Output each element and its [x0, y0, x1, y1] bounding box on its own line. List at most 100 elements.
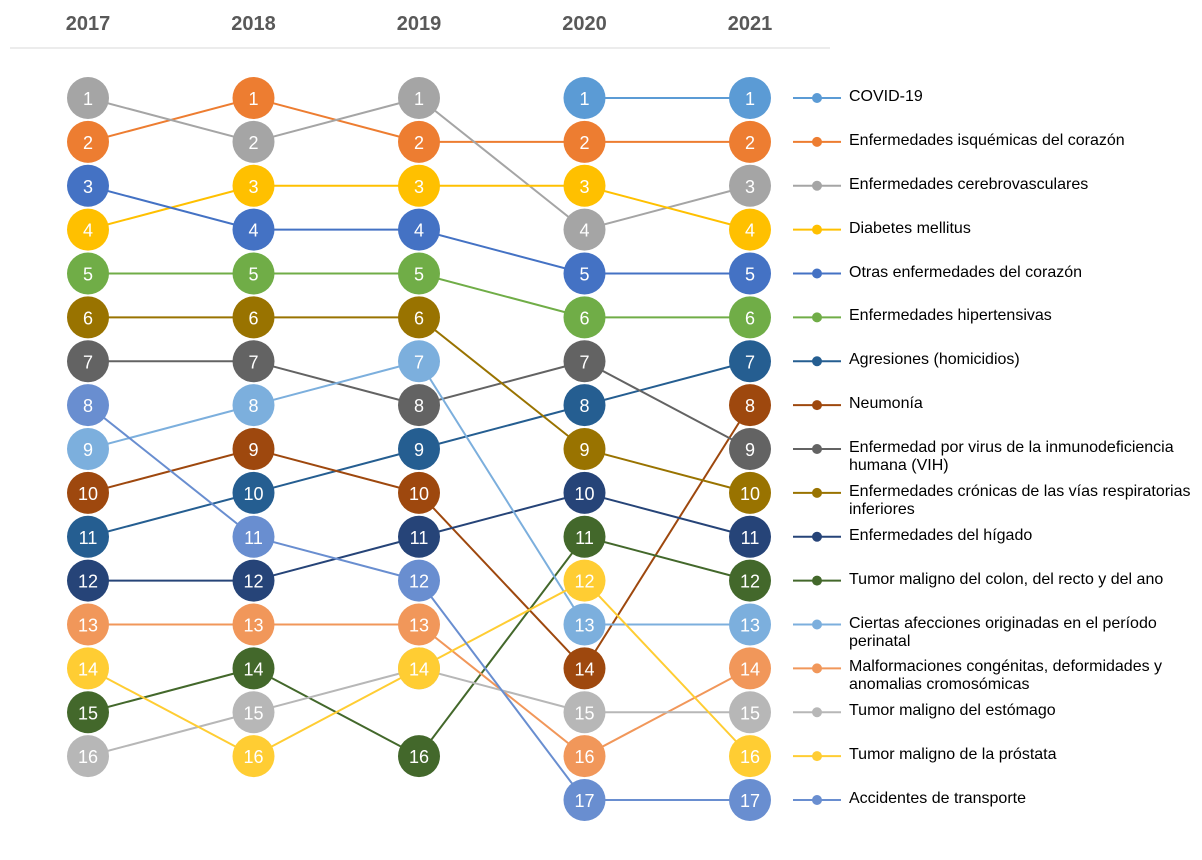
- rank-label: 8: [248, 396, 258, 416]
- rank-marker: [563, 77, 606, 119]
- legend-label: Malformaciones congénitas, deformidades …: [849, 658, 1163, 694]
- rank-label: 6: [248, 308, 258, 328]
- rank-marker: [398, 428, 440, 470]
- rank-marker: [67, 120, 109, 163]
- rank-marker: [563, 735, 606, 778]
- rank-label: 14: [740, 659, 760, 679]
- legend-label: Tumor maligno del colon, del recto y del…: [849, 570, 1164, 588]
- rank-marker: [67, 603, 109, 646]
- rank-marker: [398, 77, 440, 119]
- rank-marker: [398, 208, 440, 251]
- legend-dot: [812, 619, 822, 630]
- rank-label: 3: [745, 177, 755, 197]
- rank-label: 9: [579, 440, 589, 460]
- legend-item: Enfermedades crónicas de las vías respir…: [849, 482, 1191, 518]
- rank-marker: [563, 428, 606, 470]
- rank-marker: [232, 647, 275, 690]
- rank-marker: [232, 471, 275, 514]
- rank-label: 1: [745, 89, 755, 109]
- rank-marker: [398, 164, 440, 207]
- legend-dot: [812, 312, 822, 323]
- legend-label: Tumor maligno del estómago: [849, 702, 1056, 720]
- rank-marker: [232, 208, 275, 251]
- rank-marker: [729, 164, 771, 207]
- rank-label: 12: [740, 572, 760, 592]
- rank-label: 7: [248, 352, 258, 372]
- legend-dot: [812, 707, 822, 718]
- legend-dot: [812, 487, 822, 498]
- legend-item: Neumonía: [849, 395, 923, 412]
- legend-label: Enfermedades del hígado: [849, 526, 1033, 544]
- legend-label: Enfermedades crónicas de las vías respir…: [849, 482, 1191, 518]
- rank-label: 10: [78, 484, 98, 504]
- rank-marker: [563, 252, 606, 295]
- rank-label: 15: [740, 703, 760, 723]
- rank-label: 5: [414, 265, 424, 285]
- rank-label: 16: [409, 747, 429, 767]
- rank-label: 12: [409, 572, 429, 592]
- rank-marker: [232, 603, 275, 646]
- rank-marker: [729, 296, 771, 339]
- rank-marker: [67, 691, 109, 734]
- rank-label: 5: [248, 265, 258, 285]
- rank-marker: [67, 340, 109, 383]
- rank-marker: [729, 691, 771, 734]
- rank-label: 9: [745, 440, 755, 460]
- rank-label: 4: [83, 221, 93, 241]
- rank-label: 6: [745, 308, 755, 328]
- legend-label: Enfermedades cerebrovasculares: [849, 175, 1089, 193]
- rank-marker: [67, 384, 109, 427]
- rank-label: 3: [414, 177, 424, 197]
- rank-marker: [729, 735, 771, 778]
- rank-label: 14: [574, 659, 594, 679]
- legend-dot: [812, 180, 822, 191]
- rank-marker: [232, 164, 275, 207]
- rank-marker: [232, 120, 275, 163]
- rank-marker: [563, 647, 606, 690]
- rank-label: 1: [579, 89, 589, 109]
- rank-label: 17: [574, 791, 594, 811]
- rank-marker: [398, 340, 440, 383]
- rank-label: 13: [78, 616, 98, 636]
- rank-marker: [729, 559, 771, 602]
- rank-label: 2: [414, 133, 424, 153]
- rank-label: 5: [579, 265, 589, 285]
- rank-label: 9: [248, 440, 258, 460]
- legend-item: Agresiones (homicidios): [849, 351, 1020, 368]
- rank-marker: [729, 77, 771, 119]
- rank-label: 13: [740, 616, 760, 636]
- rank-label: 1: [414, 89, 424, 109]
- rank-label: 16: [574, 747, 594, 767]
- legend-dot: [812, 531, 822, 542]
- rank-marker: [398, 471, 440, 514]
- rank-label: 10: [574, 484, 594, 504]
- rank-marker: [232, 691, 275, 734]
- rank-marker: [563, 471, 606, 514]
- rank-marker: [729, 252, 771, 295]
- rank-label: 8: [83, 396, 93, 416]
- rank-label: 12: [574, 572, 594, 592]
- rank-label: 4: [414, 221, 424, 241]
- year-label: 2020: [562, 13, 607, 35]
- rank-marker: [398, 515, 440, 558]
- rank-label: 7: [579, 352, 589, 372]
- legend-label: Diabetes mellitus: [849, 219, 971, 237]
- rank-marker: [398, 384, 440, 427]
- rank-marker: [563, 515, 606, 558]
- legend-label: COVID-19: [849, 88, 923, 105]
- rank-label: 10: [409, 484, 429, 504]
- rank-label: 16: [78, 747, 98, 767]
- rank-label: 9: [83, 440, 93, 460]
- rank-label: 17: [740, 791, 760, 811]
- legend-label: Accidentes de transporte: [849, 790, 1026, 807]
- legend-item: Enfermedades cerebrovasculares: [849, 175, 1089, 193]
- rank-label: 1: [83, 89, 93, 109]
- legend-label: Ciertas afecciones originadas en el perí…: [849, 614, 1157, 650]
- legend-dot: [812, 356, 822, 367]
- rank-marker: [729, 428, 771, 470]
- rank-marker: [398, 296, 440, 339]
- rank-label: 2: [745, 133, 755, 153]
- rank-marker: [563, 164, 606, 207]
- rank-label: 7: [414, 352, 424, 372]
